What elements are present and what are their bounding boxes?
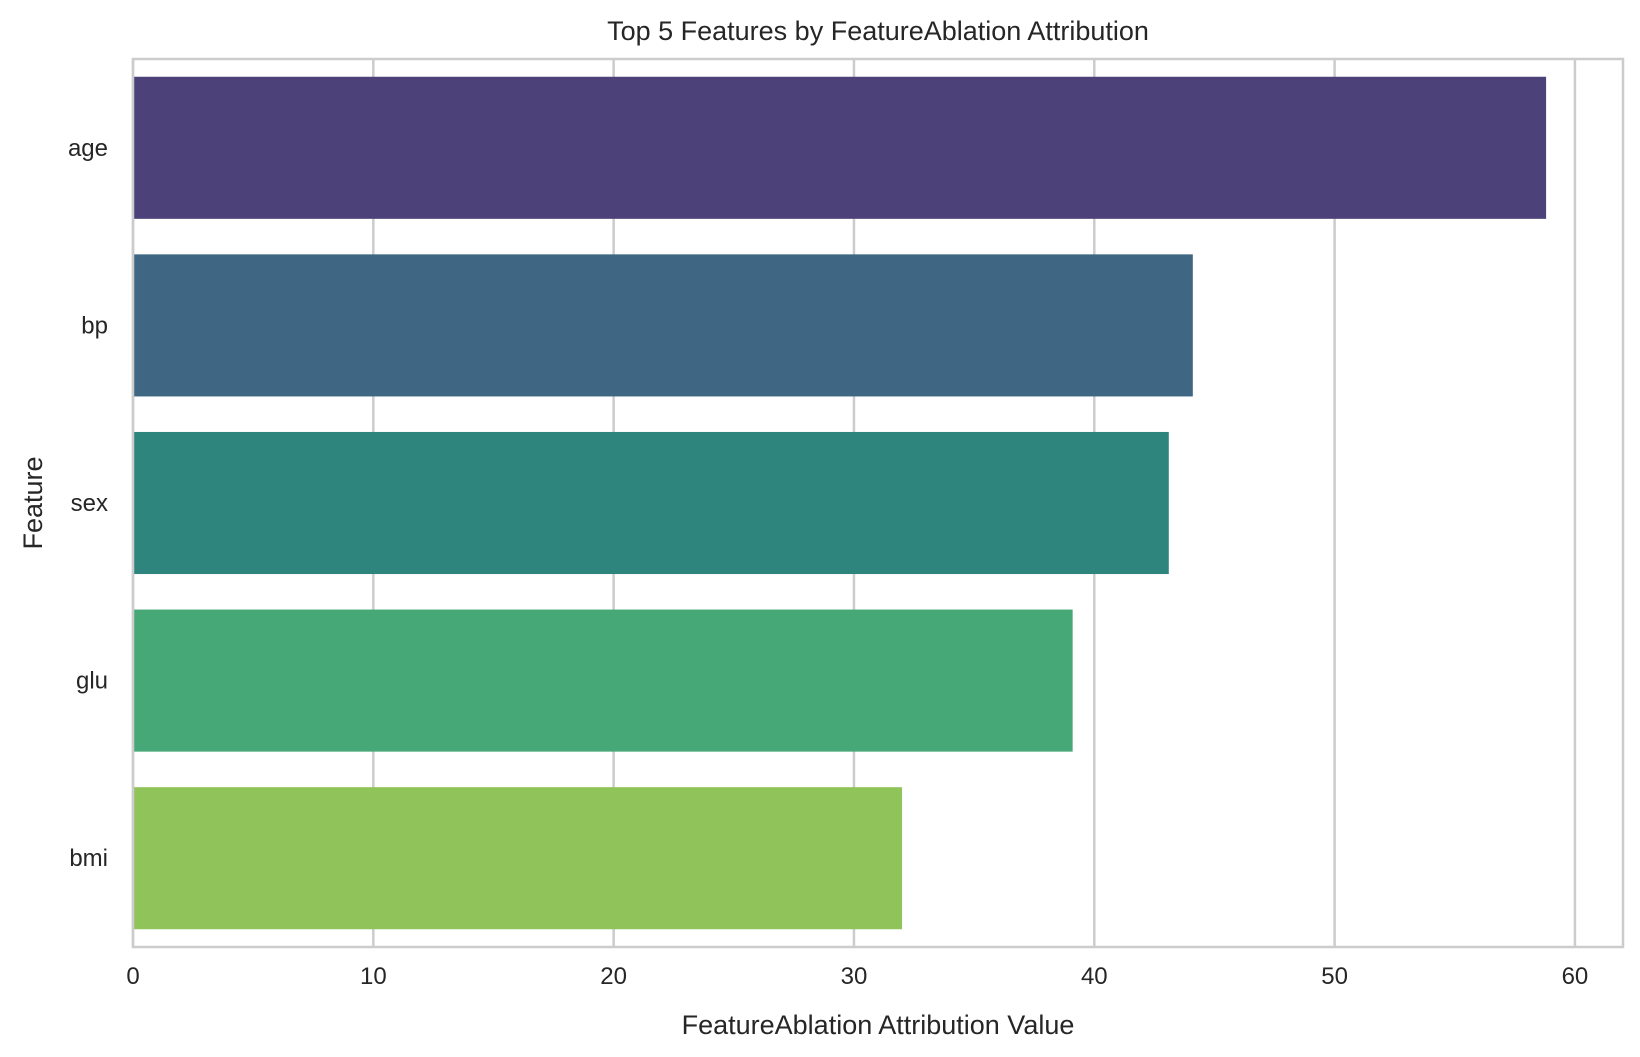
y-tick-label-glu: glu xyxy=(76,668,108,695)
x-axis-label: FeatureAblation Attribution Value xyxy=(682,1010,1075,1040)
x-tick-labels: 0 10 20 30 40 50 60 xyxy=(126,963,1588,990)
bar-bmi xyxy=(133,787,903,930)
y-tick-label-sex: sex xyxy=(71,490,108,517)
y-tick-label-bp: bp xyxy=(81,312,108,339)
bar-glu xyxy=(133,609,1073,752)
y-tick-label-bmi: bmi xyxy=(69,845,108,872)
bar-sex xyxy=(133,431,1169,575)
y-tick-label-age: age xyxy=(68,135,108,162)
x-tick-label: 10 xyxy=(360,963,387,990)
x-tick-label: 30 xyxy=(841,963,868,990)
bar-bp xyxy=(133,254,1193,397)
chart-title: Top 5 Features by FeatureAblation Attrib… xyxy=(607,16,1149,46)
x-tick-label: 40 xyxy=(1081,963,1108,990)
x-tick-label: 0 xyxy=(126,963,139,990)
x-tick-label: 50 xyxy=(1321,963,1348,990)
x-tick-label: 60 xyxy=(1562,963,1589,990)
y-axis-label: Feature xyxy=(18,456,48,549)
x-tick-label: 20 xyxy=(600,963,627,990)
bar-age xyxy=(133,76,1547,219)
bars xyxy=(133,76,1547,930)
plot-frame xyxy=(131,57,1625,949)
y-tick-labels: age bp sex glu bmi xyxy=(68,135,108,872)
